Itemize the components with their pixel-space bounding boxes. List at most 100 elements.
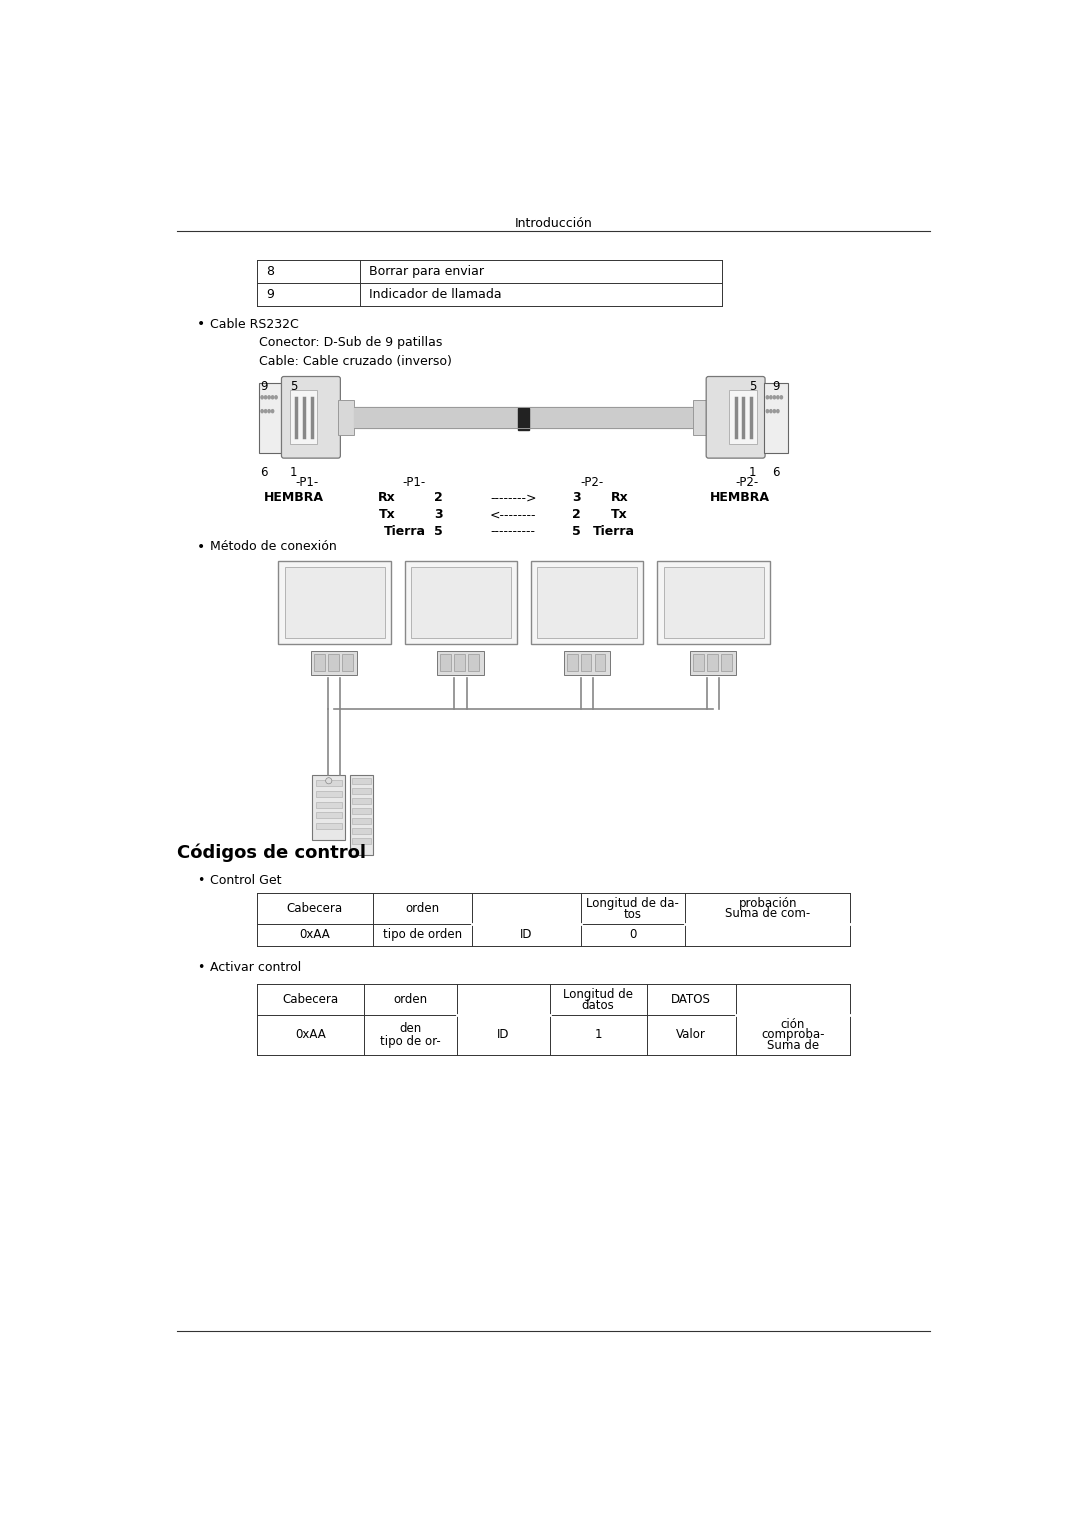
Ellipse shape: [265, 395, 267, 399]
Bar: [729, 391, 757, 444]
Ellipse shape: [770, 395, 772, 399]
Text: Tierra: Tierra: [383, 525, 426, 538]
Text: Rx: Rx: [378, 492, 395, 504]
Ellipse shape: [261, 395, 264, 399]
Text: •: •: [197, 960, 204, 974]
Text: 5: 5: [291, 380, 297, 394]
Text: 8: 8: [266, 266, 274, 278]
Bar: [315, 780, 342, 786]
Bar: [581, 655, 592, 672]
Text: ción: ción: [781, 1017, 806, 1031]
Text: •: •: [197, 318, 205, 331]
Text: Suma de: Suma de: [767, 1040, 819, 1052]
Text: ----------: ----------: [490, 525, 536, 538]
Text: Rx: Rx: [610, 492, 629, 504]
Bar: [314, 655, 325, 672]
Text: 2: 2: [434, 492, 443, 504]
Text: Longitud de: Longitud de: [563, 988, 633, 1002]
Text: Borrar para enviar: Borrar para enviar: [369, 266, 484, 278]
Bar: [564, 652, 610, 675]
Ellipse shape: [777, 395, 779, 399]
Text: Método de conexión: Método de conexión: [211, 541, 337, 553]
Text: datos: datos: [582, 999, 615, 1012]
Ellipse shape: [261, 409, 264, 412]
Text: Cabecera: Cabecera: [282, 993, 338, 1006]
Ellipse shape: [271, 395, 273, 399]
Bar: [707, 655, 718, 672]
Bar: [352, 788, 370, 794]
Text: ID: ID: [497, 1028, 510, 1041]
Text: orden: orden: [393, 993, 428, 1006]
Ellipse shape: [275, 395, 278, 399]
Text: tipo de orden: tipo de orden: [383, 928, 462, 941]
Bar: [352, 828, 370, 834]
Bar: [352, 777, 370, 783]
Bar: [259, 383, 282, 452]
Bar: [567, 655, 578, 672]
Bar: [352, 818, 370, 825]
Bar: [721, 655, 732, 672]
Bar: [469, 655, 480, 672]
Text: 0: 0: [630, 928, 636, 941]
Text: Códigos de control: Códigos de control: [177, 844, 366, 863]
Bar: [315, 823, 342, 829]
Bar: [338, 400, 353, 435]
Text: Activar control: Activar control: [211, 960, 301, 974]
Bar: [765, 383, 787, 452]
Bar: [315, 802, 342, 808]
Bar: [663, 567, 764, 638]
Text: 9: 9: [260, 380, 268, 394]
Bar: [693, 655, 704, 672]
Text: orden: orden: [405, 902, 440, 915]
Ellipse shape: [326, 777, 332, 783]
Text: -P2-: -P2-: [581, 476, 604, 489]
Bar: [291, 391, 318, 444]
Bar: [312, 774, 345, 840]
Ellipse shape: [780, 395, 783, 399]
Ellipse shape: [766, 395, 769, 399]
Text: HEMBRA: HEMBRA: [264, 492, 324, 504]
Bar: [315, 812, 342, 818]
Ellipse shape: [268, 395, 270, 399]
Text: -P1-: -P1-: [403, 476, 426, 489]
Bar: [352, 808, 370, 814]
Text: Suma de com-: Suma de com-: [725, 907, 810, 919]
Bar: [405, 560, 517, 644]
Text: -P1-: -P1-: [296, 476, 319, 489]
Text: Cable: Cable cruzado (inverso): Cable: Cable cruzado (inverso): [259, 356, 451, 368]
Bar: [693, 400, 708, 435]
Bar: [315, 791, 342, 797]
Bar: [350, 774, 373, 855]
Ellipse shape: [766, 409, 769, 412]
Ellipse shape: [268, 409, 270, 412]
Bar: [455, 655, 465, 672]
Text: 5: 5: [434, 525, 443, 538]
Bar: [352, 797, 370, 803]
Ellipse shape: [777, 409, 779, 412]
Text: 5: 5: [748, 380, 756, 394]
Bar: [595, 655, 606, 672]
Text: 1: 1: [594, 1028, 602, 1041]
Bar: [690, 652, 737, 675]
Text: probación: probación: [739, 898, 797, 910]
Ellipse shape: [773, 409, 775, 412]
Text: -------->: -------->: [490, 492, 537, 504]
Text: tipo de or-: tipo de or-: [380, 1034, 441, 1048]
Ellipse shape: [271, 409, 273, 412]
Text: HEMBRA: HEMBRA: [710, 492, 769, 504]
Text: tos: tos: [624, 909, 642, 921]
Text: Introducción: Introducción: [515, 217, 592, 229]
Ellipse shape: [773, 395, 775, 399]
Bar: [284, 567, 384, 638]
Text: •: •: [197, 539, 205, 554]
Text: 3: 3: [572, 492, 581, 504]
Text: Tx: Tx: [378, 508, 395, 521]
Text: 2: 2: [572, 508, 581, 521]
Text: 1: 1: [291, 466, 297, 479]
Text: Longitud de da-: Longitud de da-: [586, 896, 679, 910]
Text: Tx: Tx: [611, 508, 627, 521]
Bar: [441, 655, 451, 672]
Bar: [410, 567, 511, 638]
Text: Conector: D-Sub de 9 patillas: Conector: D-Sub de 9 patillas: [259, 336, 443, 350]
Text: ID: ID: [521, 928, 532, 941]
